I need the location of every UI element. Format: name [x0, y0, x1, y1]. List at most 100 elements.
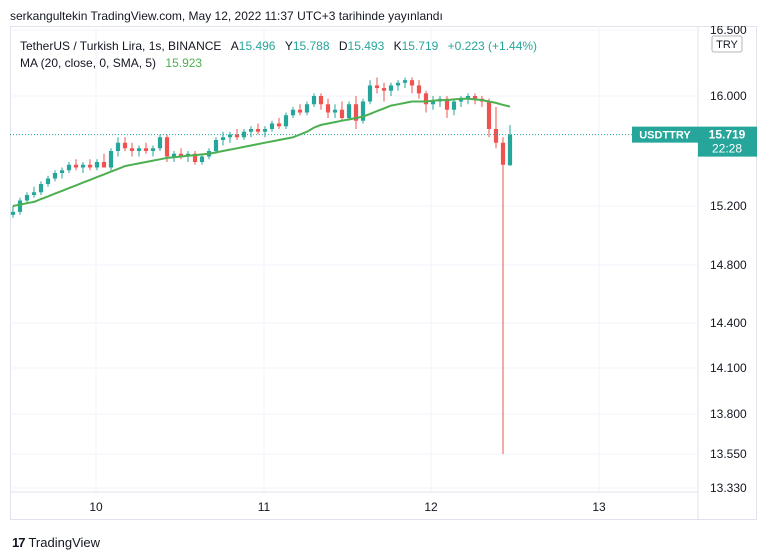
time-tick-label: 10: [89, 500, 103, 514]
price-tick-label: 13.330: [710, 481, 747, 495]
candle-body: [17, 200, 23, 212]
ma-line: [12, 97, 511, 207]
low-label: D: [338, 39, 348, 53]
close-value: 15.719: [401, 39, 439, 53]
candle-body: [143, 148, 149, 151]
countdown-text: 22:28: [712, 142, 742, 156]
price-tick-label: 16.500: [710, 26, 747, 37]
candle-body: [59, 170, 65, 173]
candle-body: [486, 101, 492, 129]
change-value: +0.223 (+1.44%): [447, 39, 538, 53]
candle-body: [101, 162, 107, 168]
candle-body: [73, 164, 79, 168]
ohlc-legend-row: TetherUS / Turkish Lira, 1s, BINANCE A15…: [20, 38, 537, 55]
candle-body: [199, 156, 205, 162]
price-axis: 16.500 16.000 15.200 14.800 14.400 14.100 13.8…: [710, 26, 747, 495]
time-tick-label: 12: [424, 500, 438, 514]
candle-body: [297, 109, 303, 113]
candle-body: [409, 80, 415, 86]
candle-body: [360, 101, 366, 121]
candle-body: [178, 153, 184, 157]
candle-body: [325, 104, 331, 113]
candle-body: [213, 140, 219, 151]
price-tick-label: 16.000: [710, 89, 747, 103]
candle-body: [220, 137, 226, 140]
candle-body: [108, 151, 114, 168]
candle-body: [66, 164, 72, 171]
last-price-text: 15.719: [709, 128, 746, 142]
price-tick-label: 13.800: [710, 407, 747, 421]
candle-body: [31, 192, 37, 195]
candle-body: [171, 153, 177, 157]
low-value: 15.493: [347, 39, 385, 53]
candle-body: [332, 109, 338, 113]
currency-badge: [711, 35, 743, 53]
candle-body: [192, 153, 198, 162]
candle-body: [269, 123, 275, 129]
high-label: Y: [284, 39, 293, 53]
currency-badge-text: TRY: [716, 39, 738, 51]
symbol-badge: [632, 126, 698, 143]
candle-body: [402, 80, 408, 83]
candle-body: [24, 195, 30, 201]
symbol-badge-text: USDTTRY: [639, 130, 691, 142]
candle-body: [87, 164, 93, 168]
candle-body: [10, 211, 16, 215]
candle-body: [52, 173, 58, 179]
candle-body: [150, 148, 156, 151]
candle-body: [38, 184, 44, 193]
publish-line: serkangultekin TradingView.com, May 12, …: [10, 9, 443, 23]
close-label: K: [393, 39, 402, 53]
brand-name: TradingView: [28, 534, 101, 550]
candle-body: [129, 148, 135, 151]
candle-body: [157, 137, 163, 149]
price-tick-label: 14.100: [710, 361, 747, 375]
high-value: 15.788: [292, 39, 330, 53]
ma-legend-row: MA (20, close, 0, SMA, 5) 15.923: [20, 55, 537, 72]
time-tick-label: 11: [258, 500, 271, 514]
candle-body: [451, 101, 457, 110]
price-tick-label: 14.800: [710, 258, 747, 272]
candle-body: [304, 104, 310, 113]
candle-body: [94, 162, 100, 168]
candle-body: [255, 129, 261, 132]
time-axis: 10 11 12 13: [89, 500, 606, 514]
symbol-description: TetherUS / Turkish Lira, 1s, BINANCE: [20, 39, 222, 53]
candle-body: [248, 129, 254, 132]
candle-body: [45, 178, 51, 184]
candle-body: [164, 137, 170, 157]
candle-body: [507, 134, 513, 166]
candle-body: [122, 142, 128, 149]
candle-body: [311, 96, 317, 105]
candle-body: [262, 129, 268, 132]
open-value: 15.496: [238, 39, 276, 53]
candle-body: [80, 164, 86, 168]
candle-body: [472, 96, 478, 99]
candle-body: [346, 104, 352, 118]
candlestick-series: [10, 77, 513, 454]
candle-body: [276, 123, 282, 127]
footer-branding[interactable]: 17 TradingView: [12, 533, 100, 551]
candle-body: [388, 85, 394, 91]
candle-body: [367, 85, 373, 102]
candle-body: [458, 98, 464, 102]
price-tick-label: 13.550: [710, 447, 747, 461]
candle-body: [465, 96, 471, 99]
chart-legend: TetherUS / Turkish Lira, 1s, BINANCE A15…: [20, 38, 537, 72]
candle-body: [339, 109, 345, 118]
candle-body: [318, 96, 324, 105]
candle-body: [136, 148, 142, 151]
last-price-badge: [698, 126, 757, 157]
candle-body: [234, 134, 240, 138]
time-tick-label: 13: [592, 500, 606, 514]
candle-body: [500, 142, 506, 165]
price-tick-label: 15.200: [710, 199, 747, 213]
price-chart[interactable]: 10 11 12 13 16.50016.00015.20014.80014.4001…: [10, 26, 757, 520]
candle-body: [493, 129, 499, 143]
ma-label: MA (20, close, 0, SMA, 5): [20, 56, 157, 70]
candle-body: [374, 85, 380, 89]
price-tick-label: 14.400: [710, 316, 747, 330]
candle-body: [430, 101, 436, 105]
ma-value: 15.923: [165, 56, 203, 70]
